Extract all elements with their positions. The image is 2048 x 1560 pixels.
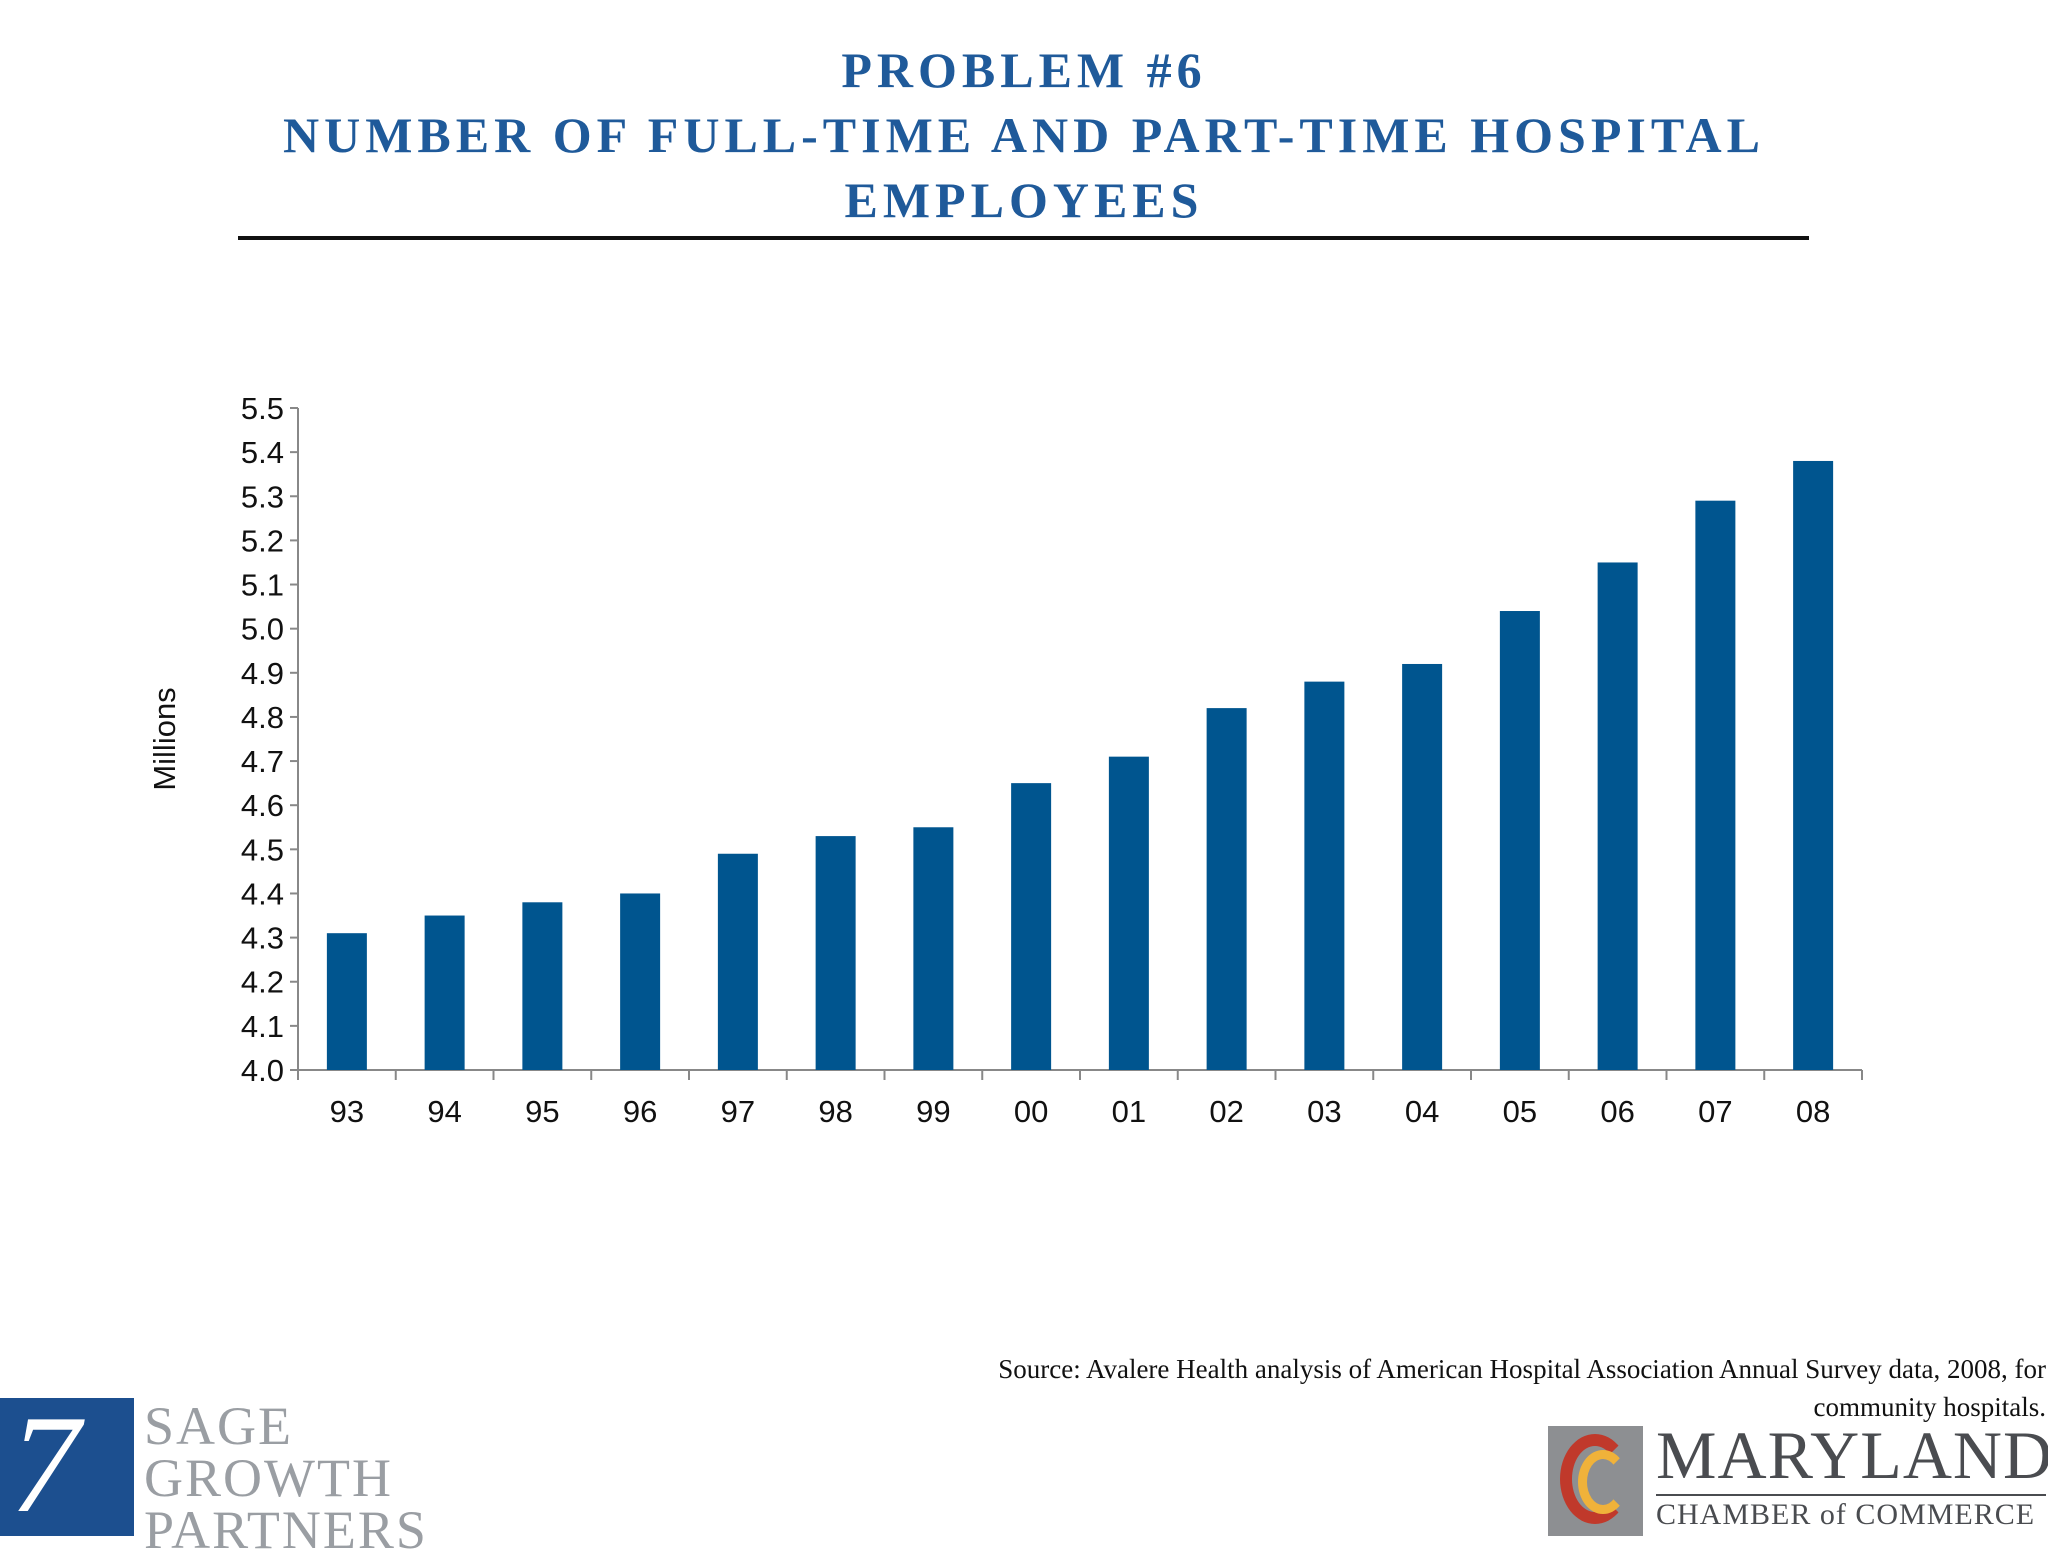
sage-mark-glyph: 7 xyxy=(10,1387,80,1542)
sage-growth-partners-logo: 7 SAGE GROWTH PARTNERS xyxy=(0,1390,550,1557)
x-tick-label: 93 xyxy=(330,1094,364,1129)
x-tick-label: 05 xyxy=(1503,1094,1537,1129)
x-tick-label: 06 xyxy=(1600,1094,1634,1129)
x-tick-label: 95 xyxy=(525,1094,559,1129)
bar xyxy=(1499,611,1540,1070)
sage-seven-icon: 7 xyxy=(0,1390,134,1540)
bar-chart: 4.0 4.1 4.2 4.3 4.4 4.5 4.6 4.7 4.8 4.9 5.0 5.1 5.2 5… xyxy=(147,391,1863,1129)
bar xyxy=(326,933,367,1070)
bar xyxy=(424,915,465,1070)
maryland-logo-line-2: CHAMBER of COMMERCE xyxy=(1656,1498,2036,1531)
maryland-chamber-emblem-icon xyxy=(1548,1426,1643,1536)
bar xyxy=(522,902,563,1070)
slide-title: PROBLEM #6 NUMBER OF FULL-TIME AND PART-… xyxy=(0,38,2048,233)
x-tick-label: 00 xyxy=(1014,1094,1048,1129)
chart-labels: 4.0 4.1 4.2 4.3 4.4 4.5 4.6 4.7 4.8 4.9 5.0 5.1 5.2 5… xyxy=(147,391,1830,1129)
y-tick-label: 5.4 xyxy=(241,435,284,470)
maryland-logo-line-1: MARYLAND xyxy=(1656,1417,2048,1493)
y-tick-label: 4.6 xyxy=(241,788,284,823)
y-tick-label: 5.0 xyxy=(241,612,284,647)
bar xyxy=(1108,756,1149,1070)
bar xyxy=(1695,500,1736,1070)
title-line-2: NUMBER OF FULL-TIME AND PART-TIME HOSPIT… xyxy=(283,107,1765,163)
x-tick-label: 01 xyxy=(1112,1094,1146,1129)
title-line-3: EMPLOYEES xyxy=(844,172,1204,228)
x-tick-label: 03 xyxy=(1307,1094,1341,1129)
bar xyxy=(913,827,954,1070)
x-tick-label: 94 xyxy=(427,1094,461,1129)
y-tick-label: 5.5 xyxy=(241,391,284,426)
y-tick-label: 4.5 xyxy=(241,832,284,867)
y-tick-label: 5.1 xyxy=(241,568,284,603)
bar xyxy=(815,836,856,1070)
chart-bars xyxy=(326,460,1834,1071)
x-tick-label: 99 xyxy=(916,1094,950,1129)
x-tick-label: 02 xyxy=(1209,1094,1243,1129)
x-tick-label: 97 xyxy=(721,1094,755,1129)
bar xyxy=(717,853,758,1070)
maryland-chamber-logo: MARYLAND CHAMBER of COMMERCE xyxy=(1548,1420,2048,1536)
y-tick-label: 4.7 xyxy=(241,744,284,779)
source-line-2: community hospitals. xyxy=(1813,1392,2047,1422)
y-tick-label: 4.8 xyxy=(241,700,284,735)
title-line-1: PROBLEM #6 xyxy=(841,42,1207,98)
bar xyxy=(1402,663,1443,1070)
sage-logo-line-2: PARTNERS xyxy=(144,1500,428,1560)
x-tick-label: 08 xyxy=(1796,1094,1830,1129)
source-line-1: Source: Avalere Health analysis of Ameri… xyxy=(998,1354,2046,1384)
y-tick-label: 4.9 xyxy=(241,656,284,691)
sage-logo-text: SAGE GROWTH PARTNERS xyxy=(144,1396,550,1560)
y-tick-label: 4.3 xyxy=(241,921,284,956)
x-tick-label: 07 xyxy=(1698,1094,1732,1129)
title-underline xyxy=(238,236,1809,240)
y-tick-label: 5.3 xyxy=(241,479,284,514)
bar xyxy=(1011,783,1052,1070)
bar xyxy=(1206,708,1247,1070)
source-note: Source: Avalere Health analysis of Ameri… xyxy=(746,1350,2046,1426)
y-tick-label: 4.2 xyxy=(241,965,284,1000)
y-tick-label: 5.2 xyxy=(241,523,284,558)
y-tick-label: 4.1 xyxy=(241,1009,284,1044)
y-axis-title: Millions xyxy=(147,687,182,790)
maryland-logo-divider xyxy=(1656,1494,2046,1496)
bar xyxy=(1793,460,1834,1071)
x-tick-label: 04 xyxy=(1405,1094,1439,1129)
y-tick-label: 4.4 xyxy=(241,876,284,911)
sage-logo-line-1: SAGE GROWTH xyxy=(144,1396,393,1508)
x-tick-label: 96 xyxy=(623,1094,657,1129)
y-tick-label: 4.0 xyxy=(241,1053,284,1088)
x-tick-label: 98 xyxy=(818,1094,852,1129)
bar xyxy=(1597,562,1638,1070)
bar xyxy=(620,893,661,1070)
bar xyxy=(1304,681,1345,1070)
